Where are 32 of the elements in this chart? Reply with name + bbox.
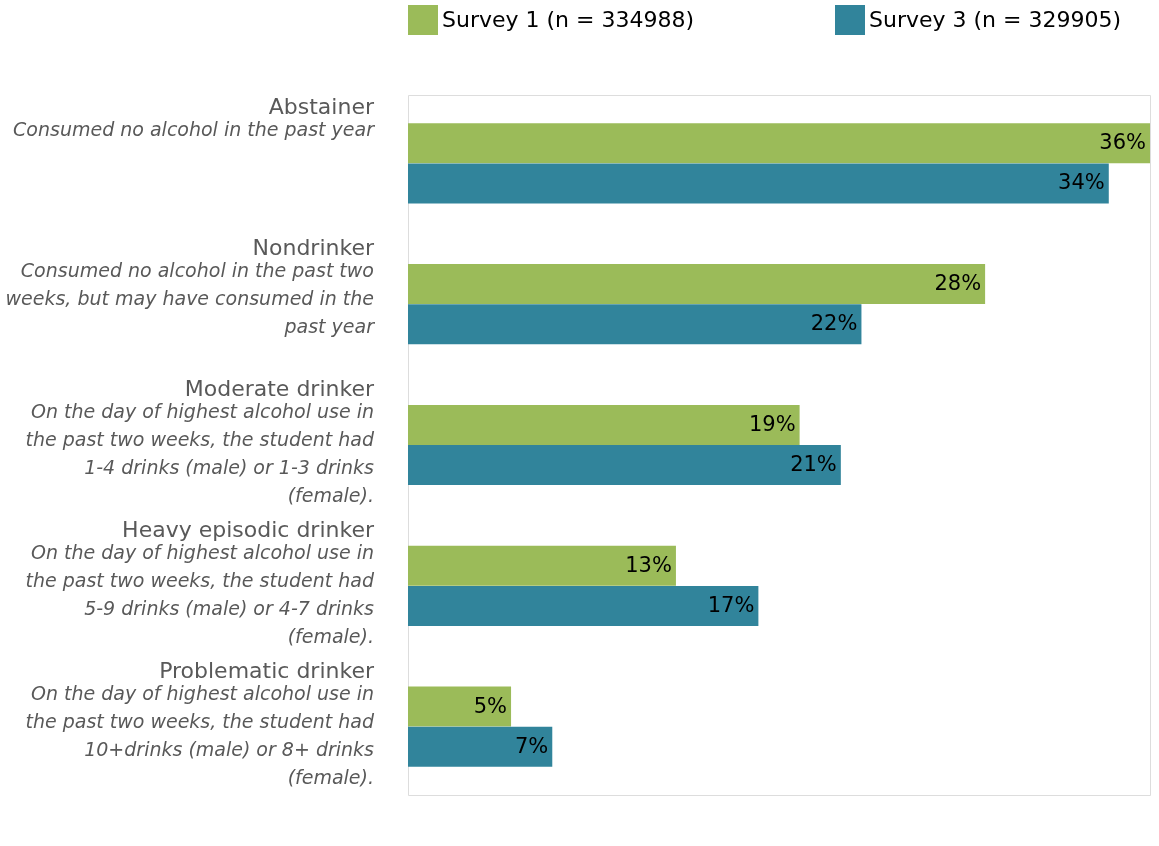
bar (408, 264, 986, 305)
text: Consumed no alcohol in the past year (13, 118, 376, 141)
bar (408, 304, 862, 345)
bar (408, 404, 800, 445)
text: On the day of highest alcohol use in the past two weeks, the student had 5-9 drinks (male) or 4-7 drinks (female). (25, 540, 375, 647)
data-label: 28% (934, 271, 982, 296)
text: On the day of highest alcohol use in the past two weeks, the student had 1-4 drinks (male) or 1-3 drinks (female). (25, 399, 375, 506)
bar (408, 123, 1150, 164)
y-tick-label: Problematic drinker (159, 657, 375, 683)
legend-label: Survey 1 (n = 334988) (442, 7, 695, 32)
bar (408, 163, 1109, 204)
bar (408, 545, 676, 586)
data-label: 36% (1099, 130, 1146, 155)
bar (408, 686, 512, 727)
text: On the day of highest alcohol use in the past two weeks, the student had 10+drinks (male) or 8+ drinks (female). (25, 681, 375, 788)
bar (408, 726, 553, 767)
bar (408, 585, 759, 626)
y-tick-label: Moderate drinker (184, 375, 375, 401)
y-tick-label: Heavy episodic drinker (122, 516, 375, 542)
text: Consumed no alcohol in the past two weeks, but may have consumed in the past year (5, 259, 376, 338)
data-label: 5% (473, 693, 508, 718)
data-label: 22% (810, 311, 858, 336)
data-label: 19% (748, 411, 796, 436)
data-label: 17% (707, 592, 755, 617)
legend-label: Survey 3 (n = 329905) (869, 7, 1122, 32)
data-label: 13% (625, 552, 672, 577)
data-label: 34% (1058, 170, 1105, 195)
data-label: 7% (514, 733, 549, 758)
data-label: 21% (790, 452, 837, 477)
bar (408, 445, 841, 486)
y-tick-label: Nondrinker (252, 235, 375, 261)
y-tick-label: Abstainer (268, 94, 375, 120)
